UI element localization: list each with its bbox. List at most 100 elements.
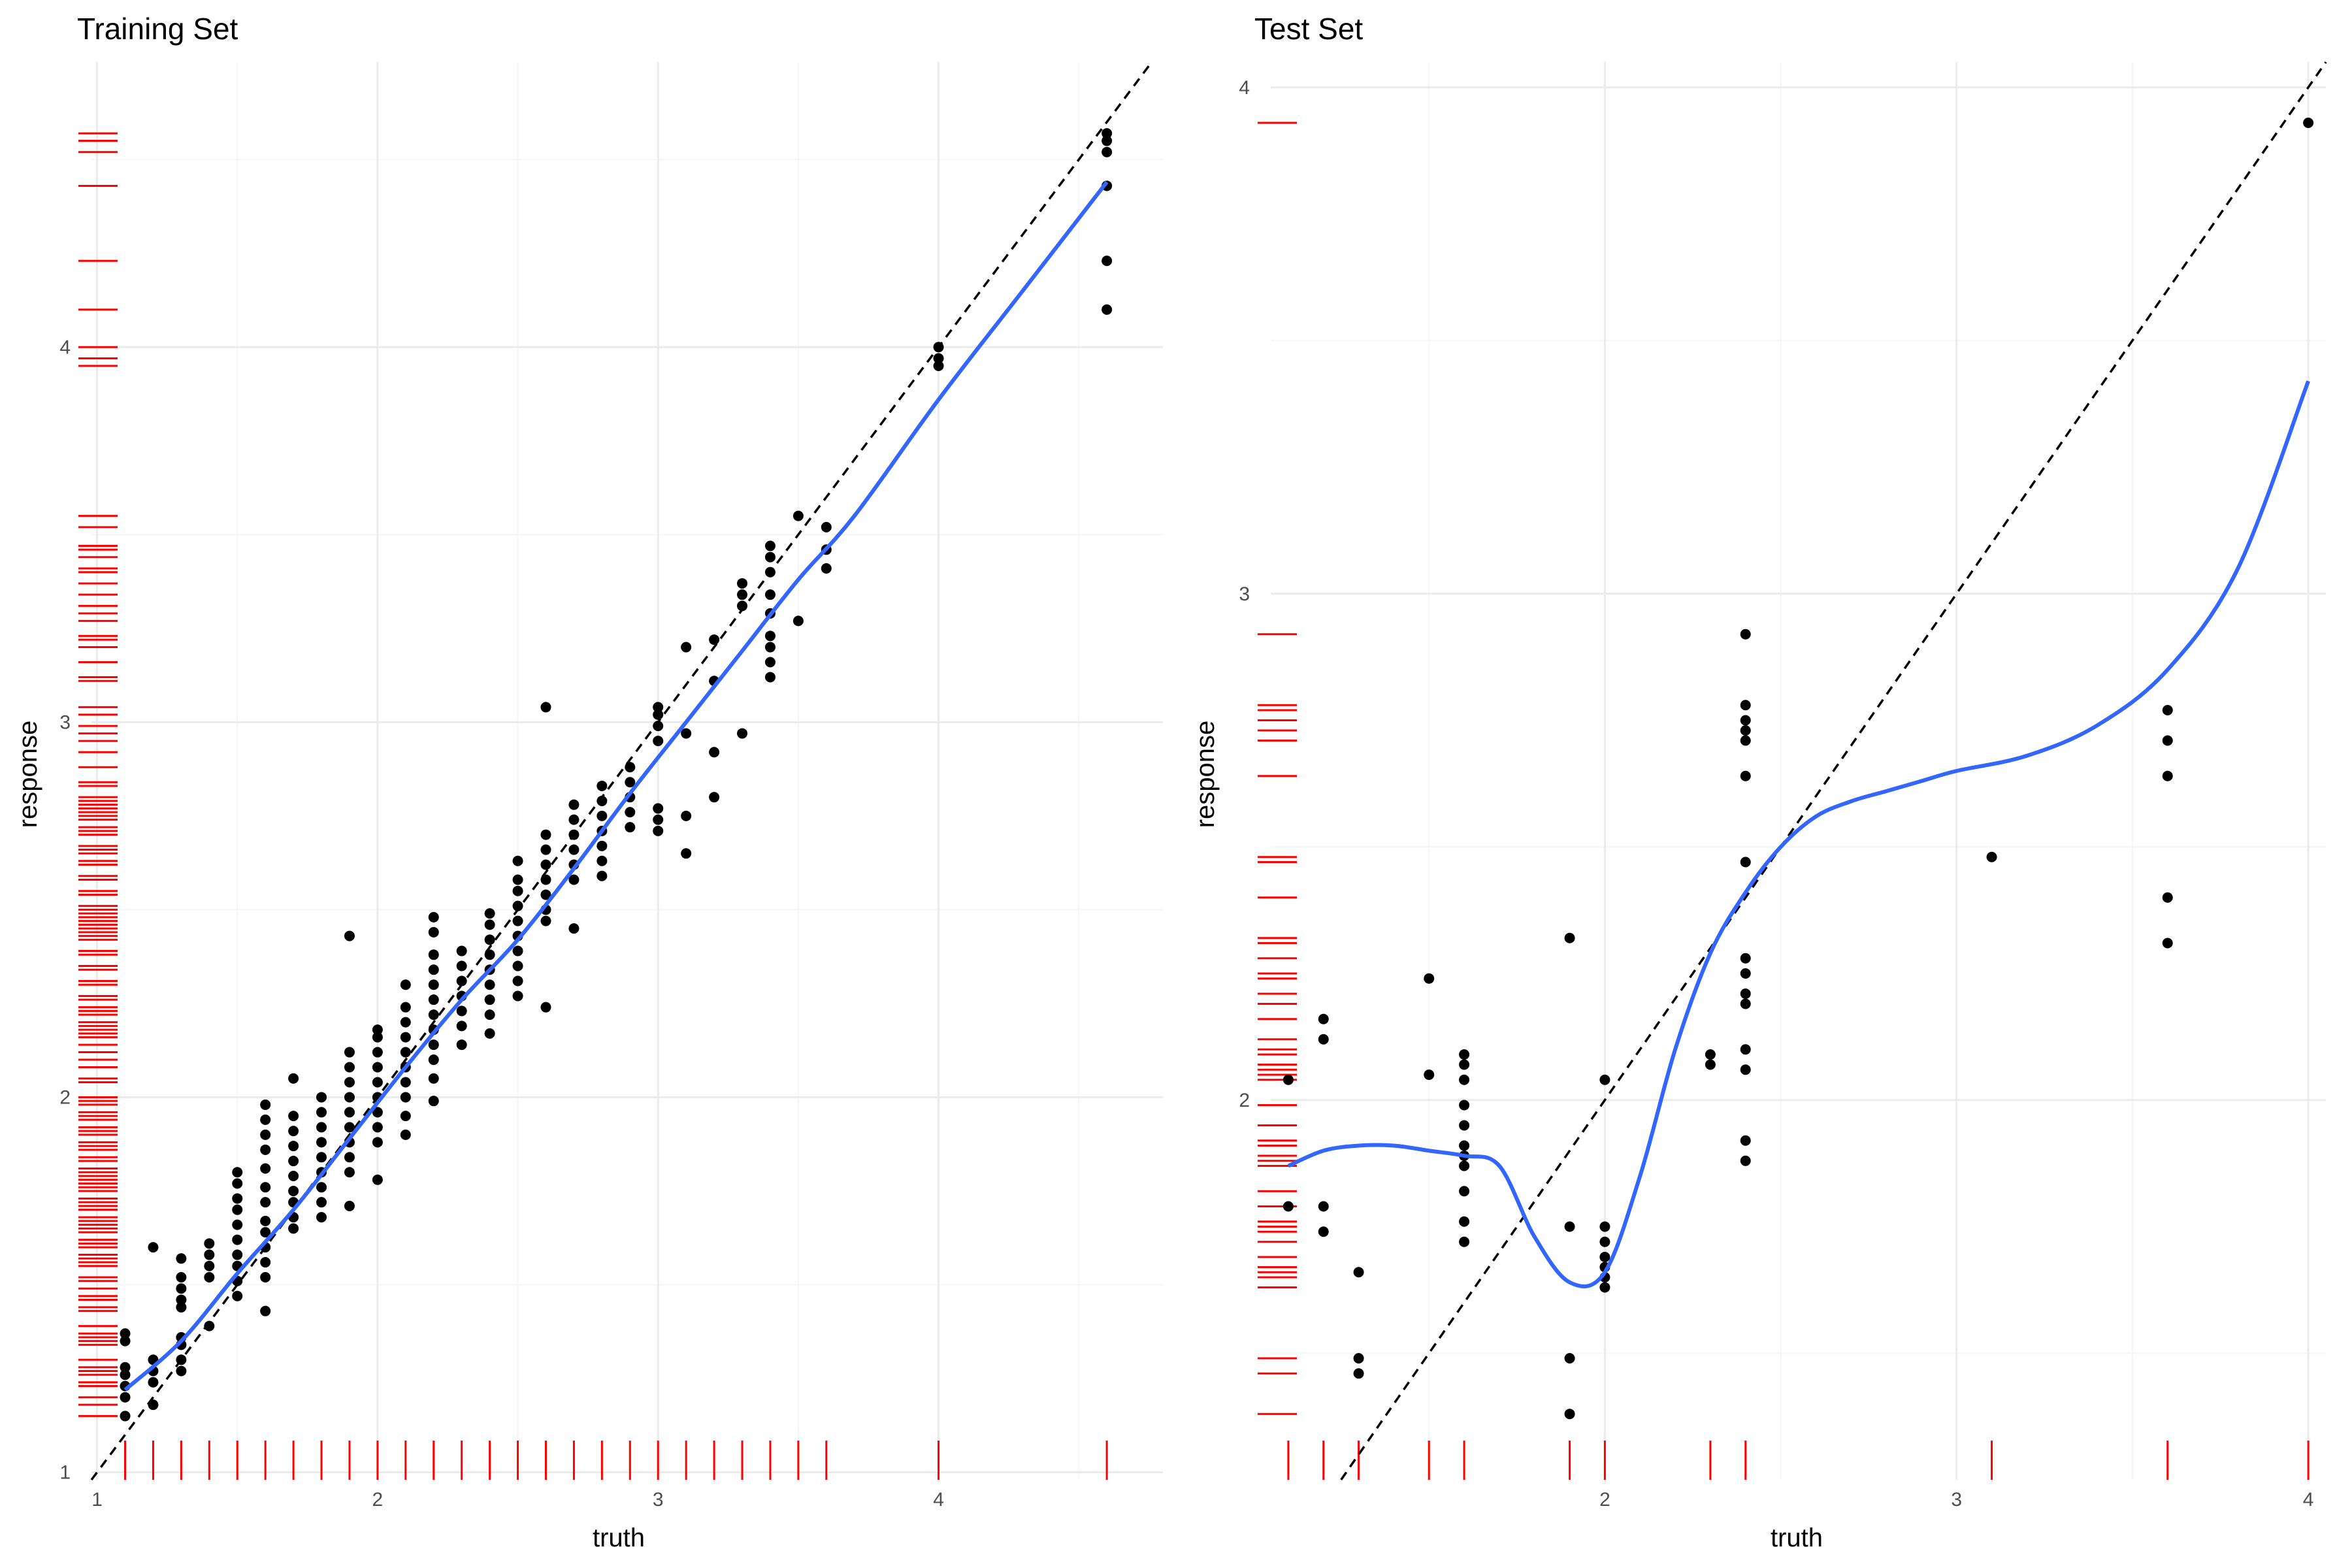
data-point [1740, 735, 1751, 746]
test-set-x-axis-title: truth [1771, 1524, 1823, 1552]
data-point [400, 1002, 411, 1013]
data-point [1740, 953, 1751, 964]
data-point [456, 975, 467, 987]
data-point [1459, 1100, 1470, 1111]
data-point [120, 1335, 131, 1347]
data-point [653, 709, 664, 720]
data-point [120, 1328, 131, 1339]
data-point [625, 777, 636, 788]
data-point [1740, 968, 1751, 979]
data-point [1424, 1070, 1435, 1080]
data-point [288, 1156, 299, 1167]
data-point [2303, 118, 2314, 128]
data-point [1318, 1034, 1329, 1045]
data-point [737, 728, 748, 739]
data-point [1740, 988, 1751, 999]
data-point [596, 780, 608, 791]
data-point [260, 1163, 271, 1174]
data-point [1318, 1201, 1329, 1212]
data-point [372, 1174, 383, 1185]
data-point [540, 874, 551, 885]
data-point [2162, 938, 2173, 949]
data-point [653, 814, 664, 825]
data-point [428, 964, 439, 975]
data-point [400, 1129, 411, 1140]
data-point [1459, 1059, 1470, 1070]
data-point [260, 1099, 271, 1110]
data-point [764, 657, 776, 668]
y-tick-label: 4 [59, 336, 71, 358]
data-point [344, 1092, 355, 1103]
y-tick-label: 3 [59, 711, 71, 733]
data-point [933, 361, 944, 371]
data-point [260, 1227, 271, 1238]
data-point [681, 728, 692, 739]
data-point [653, 721, 664, 732]
data-point [625, 762, 636, 773]
data-point [2162, 705, 2173, 715]
data-point [288, 1126, 299, 1137]
data-point [148, 1242, 159, 1253]
data-point [764, 551, 776, 563]
data-point [428, 994, 439, 1005]
data-point [344, 1200, 355, 1211]
training-set-smooth [123, 180, 1109, 1392]
data-point [456, 1039, 467, 1051]
data-point [372, 1032, 383, 1043]
data-point [568, 799, 580, 810]
data-point [1740, 1135, 1751, 1146]
test-set-rugs [1258, 122, 2310, 1480]
data-point [792, 615, 804, 627]
data-point [737, 578, 748, 589]
data-point [176, 1253, 187, 1264]
data-point [1986, 851, 1997, 862]
data-point [737, 589, 748, 600]
data-point [540, 859, 551, 870]
data-point [933, 342, 944, 353]
data-point [1459, 1160, 1470, 1171]
data-point [1599, 1236, 1610, 1247]
data-point [1459, 1216, 1470, 1227]
data-point [400, 1092, 411, 1103]
data-point [316, 1092, 327, 1103]
data-point [1459, 1236, 1470, 1247]
data-point [484, 979, 495, 990]
data-point [260, 1129, 271, 1140]
data-point [316, 1212, 327, 1223]
data-point [148, 1399, 159, 1411]
data-point [1599, 1282, 1610, 1293]
data-point [120, 1369, 131, 1380]
test-set-points [1282, 118, 2314, 1420]
smooth-curve [1287, 380, 2310, 1288]
data-point [204, 1260, 215, 1271]
smooth-curve [123, 180, 1109, 1392]
data-point [428, 1073, 439, 1084]
training-set-identity-line [90, 61, 1153, 1481]
data-point [1599, 1252, 1610, 1262]
data-point [260, 1114, 271, 1125]
data-point [428, 949, 439, 960]
data-point [1353, 1353, 1364, 1364]
data-point [288, 1223, 299, 1234]
data-point [204, 1249, 215, 1260]
data-point [568, 814, 580, 825]
data-point [372, 1077, 383, 1088]
data-point [1564, 1409, 1575, 1420]
data-point [512, 885, 523, 896]
y-tick-label: 3 [1239, 583, 1250, 605]
data-point [456, 960, 467, 972]
data-point [1705, 1059, 1716, 1070]
data-point [1459, 1074, 1470, 1085]
data-point [540, 702, 551, 713]
test-set-grid [1271, 62, 2326, 1480]
data-point [344, 1062, 355, 1073]
data-point [260, 1305, 271, 1316]
data-point [484, 1028, 495, 1039]
data-point [737, 600, 748, 612]
data-point [260, 1182, 271, 1193]
data-point [484, 1009, 495, 1021]
data-point [120, 1392, 131, 1403]
data-point [512, 975, 523, 987]
data-point [625, 822, 636, 833]
data-point [428, 1009, 439, 1021]
